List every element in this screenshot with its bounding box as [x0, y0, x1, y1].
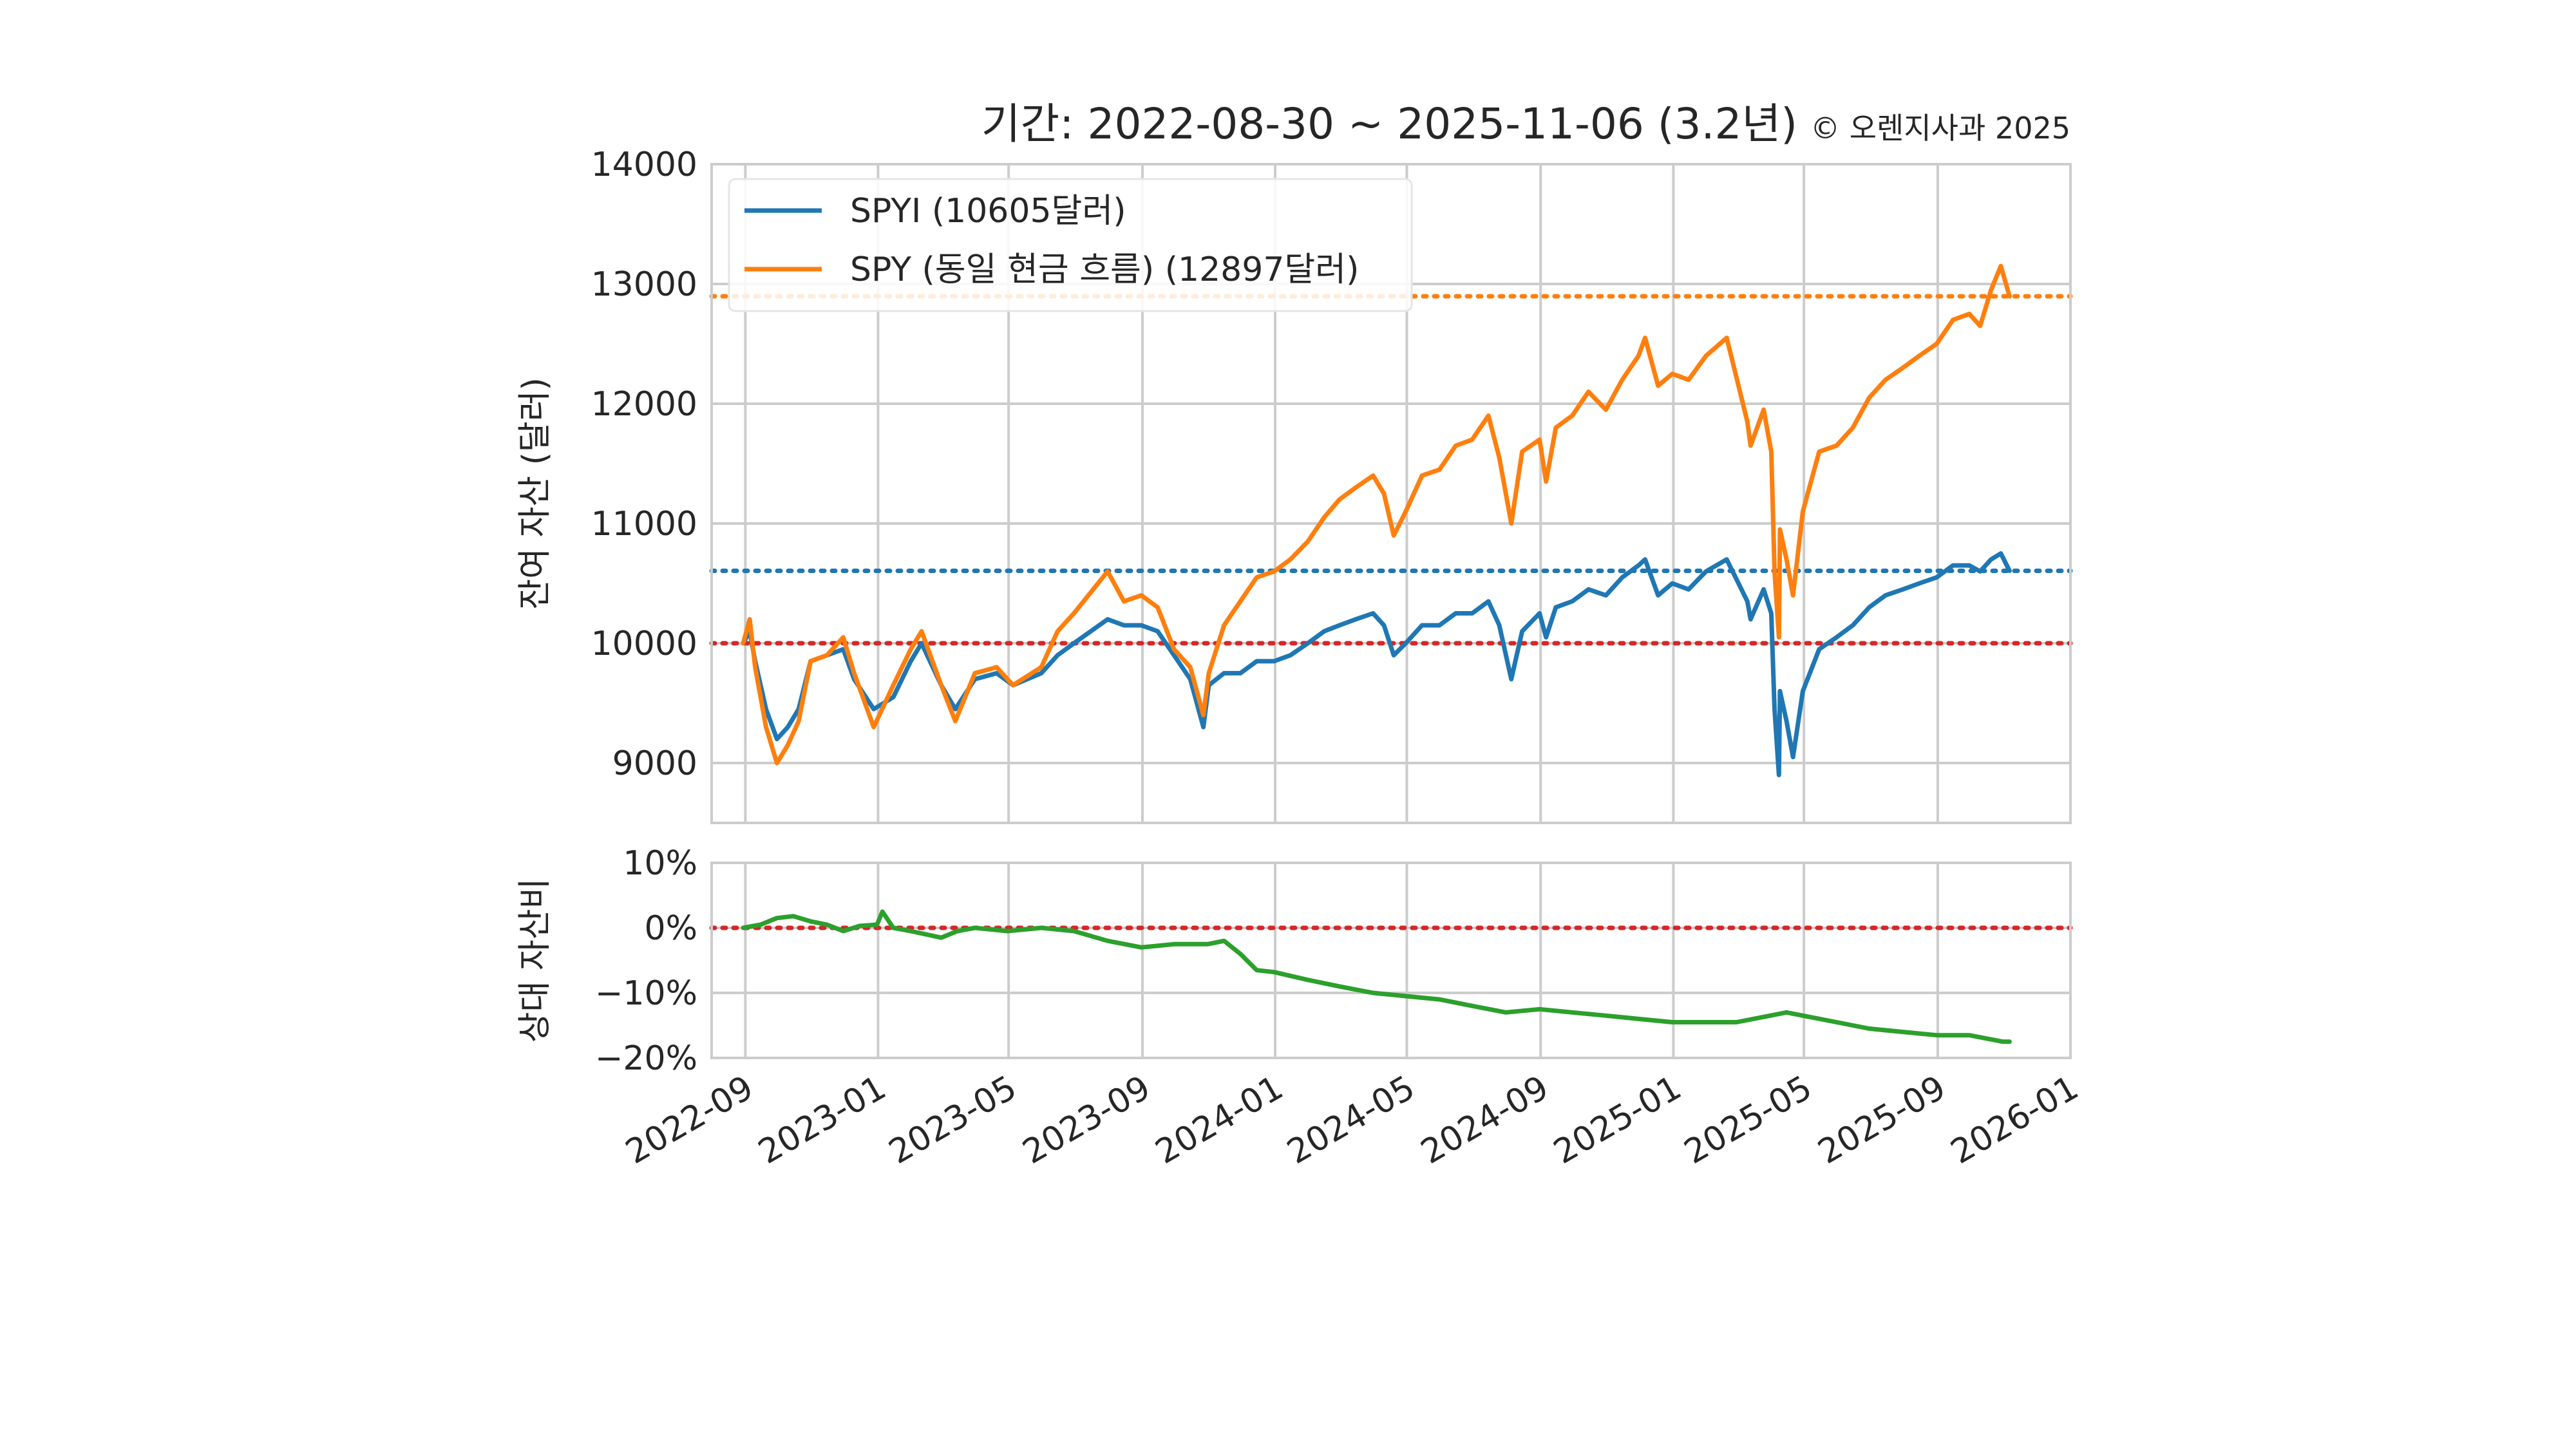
x-tick-label: 2023-05: [883, 1068, 1023, 1172]
y-tick-label: 14000: [591, 146, 697, 184]
y-axis-title: 상대 자산비: [516, 878, 554, 1043]
y-tick-label: 0%: [645, 909, 698, 948]
x-axis-ticks: 2022-092023-012023-052023-092024-012024-…: [620, 1068, 2085, 1172]
series-line-spy: [741, 263, 2012, 766]
x-tick-label: 2022-09: [620, 1068, 760, 1172]
y-tick-label: 12000: [591, 385, 697, 424]
y-tick-label: 13000: [591, 265, 697, 304]
x-tick-label: 2026-01: [1944, 1068, 2085, 1172]
x-tick-label: 2023-01: [752, 1068, 893, 1172]
legend-box: [728, 178, 1413, 312]
x-tick-label: 2024-09: [1415, 1068, 1555, 1172]
plot-frame: [710, 163, 2072, 824]
ratio-panel: −20% −10% 0% 10% 상대 자산비: [516, 844, 2073, 1078]
x-tick-label: 2024-05: [1281, 1068, 1421, 1172]
chart-title: 기간: 2022-08-30 ~ 2025-11-06 (3.2년): [981, 99, 1797, 149]
x-tick-label: 2023-09: [1016, 1068, 1157, 1172]
legend-label-spyi: SPYI (10605달러): [850, 192, 1126, 231]
y-axis-title: 잔여 자산 (달러): [516, 377, 554, 610]
copyright-note: © 오렌지사과 2025: [1810, 111, 2070, 146]
x-tick-label: 2025-09: [1812, 1068, 1952, 1172]
plot-frame: [710, 862, 2072, 1059]
y-tick-label: 10000: [591, 625, 697, 663]
y-tick-label: −20%: [595, 1039, 697, 1078]
legend-label-spy: SPY (동일 현금 흐름) (12897달러): [850, 250, 1359, 289]
y-tick-label: −10%: [595, 974, 697, 1013]
y-tick-label: 10%: [623, 844, 697, 883]
y-tick-label: 11000: [591, 505, 697, 543]
x-tick-label: 2025-05: [1678, 1068, 1818, 1172]
legend: SPYI (10605달러) SPY (동일 현금 흐름) (12897달러): [728, 178, 1413, 312]
y-tick-label: 9000: [612, 744, 697, 783]
x-tick-label: 2024-01: [1149, 1068, 1289, 1172]
series-line-ratio: [741, 909, 2012, 1044]
x-tick-label: 2025-01: [1548, 1068, 1688, 1172]
